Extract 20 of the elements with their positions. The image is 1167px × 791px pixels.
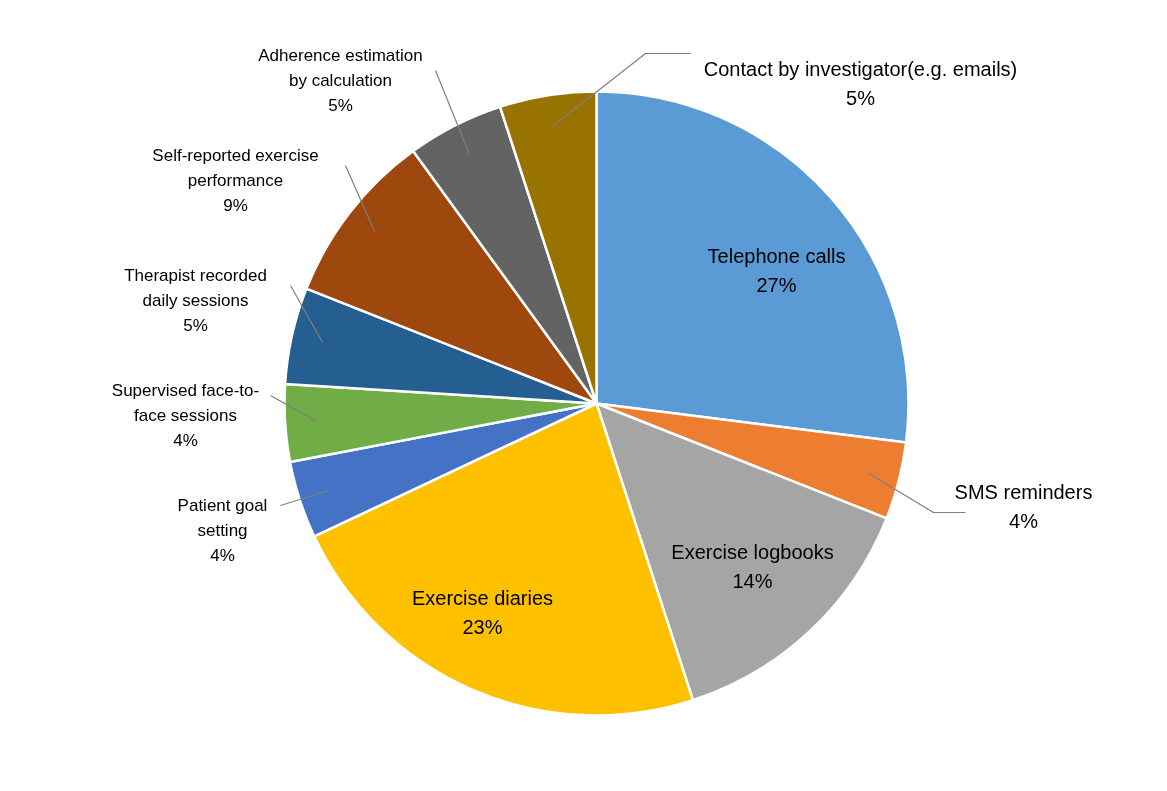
data-label: 14% xyxy=(732,569,773,592)
data-label: 4% xyxy=(210,545,235,565)
slice-label: Self-reported exercise performance xyxy=(152,146,319,190)
data-label: 23% xyxy=(462,615,503,638)
slice-label: Contact by investigator(e.g. emails) xyxy=(703,58,1018,81)
slice-label: Supervised face-to- face sessions xyxy=(111,381,260,425)
data-label: 5% xyxy=(328,95,353,115)
slice-label: Patient goal setting xyxy=(177,496,268,540)
slice-label: Telephone calls xyxy=(707,245,846,268)
data-label: 5% xyxy=(183,315,208,335)
data-label: 5% xyxy=(846,86,876,109)
data-label: 9% xyxy=(223,195,248,215)
data-label: 27% xyxy=(756,273,797,296)
slice-label: Adherence estimation by calculation xyxy=(258,46,423,90)
slice-label: SMS reminders xyxy=(954,481,1093,504)
data-label: 4% xyxy=(173,430,198,450)
slice-label: Therapist recorded daily sessions xyxy=(124,266,267,310)
slice-label: Exercise diaries xyxy=(411,587,554,610)
slice-label: Exercise logbooks xyxy=(671,541,834,564)
data-label: 4% xyxy=(1009,509,1039,532)
